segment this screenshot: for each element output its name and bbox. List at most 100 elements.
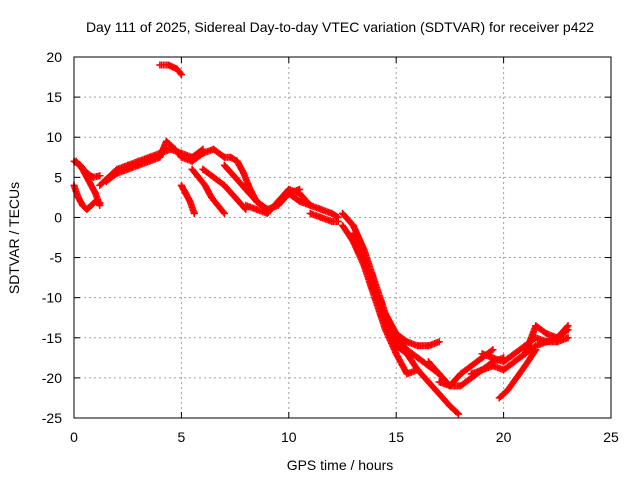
y-tick-label: -20 [42, 370, 62, 386]
data-point [190, 209, 198, 217]
y-tick-label: -25 [42, 410, 62, 426]
y-axis-label: SDTVAR / TECUs [6, 182, 22, 294]
series-track-c [72, 157, 104, 209]
data-point [96, 201, 104, 209]
data-point [195, 173, 203, 181]
data-point [201, 181, 209, 189]
data-point [317, 213, 325, 221]
series-track-g [177, 181, 198, 217]
data-point [145, 157, 153, 165]
data-point [489, 354, 497, 362]
y-tick-label: 10 [46, 129, 62, 145]
data-point [414, 354, 422, 362]
data-point [435, 378, 443, 386]
data-point [253, 197, 261, 205]
data-point [296, 189, 304, 197]
data-point [392, 342, 400, 350]
data-point [177, 153, 185, 161]
series-track-r [381, 310, 443, 350]
axis-ticks [73, 56, 612, 419]
data-point [227, 153, 235, 161]
data-point [171, 145, 179, 153]
data-point [381, 310, 389, 318]
data-point [134, 161, 142, 169]
series-track-e [102, 137, 228, 185]
data-point [349, 229, 357, 237]
marker-path [220, 153, 303, 213]
data-point [543, 330, 551, 338]
data-point [392, 350, 400, 358]
data-point [478, 366, 486, 374]
data-point [165, 61, 173, 69]
data-point [246, 185, 254, 193]
data-point [403, 338, 411, 346]
data-point [156, 153, 164, 161]
series-track-q [349, 229, 462, 418]
series-track-w [495, 346, 540, 402]
chart-title: Day 111 of 2025, Sidereal Day-to-day VTE… [86, 19, 594, 35]
data-point [231, 173, 239, 181]
data-point [495, 394, 503, 402]
data-point [334, 217, 342, 225]
data-point [306, 209, 314, 217]
data-point [79, 165, 87, 173]
data-point [457, 370, 465, 378]
data-point [435, 370, 443, 378]
data-point [328, 209, 336, 217]
data-point [231, 193, 239, 201]
data-point [489, 346, 497, 354]
plot-frame [73, 56, 612, 419]
data-point [339, 221, 346, 229]
series-track-m [285, 189, 342, 221]
data-point [414, 342, 422, 350]
marker-path [156, 61, 185, 79]
data-point [253, 205, 261, 213]
series-track-d [96, 145, 207, 189]
data-point [467, 370, 475, 378]
data-point [543, 338, 551, 346]
data-point [553, 334, 561, 342]
data-point [317, 205, 325, 213]
y-tick-label: -10 [42, 290, 62, 306]
data-point [113, 169, 121, 177]
data-point [457, 382, 465, 390]
data-point [285, 189, 293, 197]
data-point [339, 209, 346, 217]
data-point [532, 322, 540, 330]
data-point [414, 366, 422, 374]
data-point [79, 201, 87, 209]
data-point [424, 378, 432, 386]
data-point [89, 173, 97, 181]
data-point [403, 370, 411, 378]
data-point [220, 153, 228, 161]
data-point [199, 149, 207, 157]
data-point [392, 330, 400, 338]
data-point [435, 390, 443, 398]
data-point [182, 189, 190, 197]
series-track-n [306, 209, 342, 225]
data-point [74, 193, 82, 201]
y-tick-label: 0 [54, 209, 62, 225]
data-point [489, 362, 497, 370]
data-point [210, 145, 218, 153]
data-point [424, 358, 432, 366]
x-tick-label: 5 [178, 429, 186, 445]
x-tick-label: 25 [603, 429, 619, 445]
data-point [454, 410, 462, 418]
data-point [214, 201, 222, 209]
series-track-k [220, 153, 304, 213]
data-point [564, 322, 572, 330]
data-point [242, 201, 250, 209]
data-point [91, 189, 99, 197]
data-point [360, 254, 368, 262]
y-tick-label: 15 [46, 89, 62, 105]
data-point [210, 173, 218, 181]
data-point [296, 197, 304, 205]
data-point [220, 209, 228, 217]
data-point [504, 386, 512, 394]
series-track-f [156, 61, 185, 79]
y-tick-label: -5 [50, 250, 63, 266]
series-track-h [188, 165, 228, 217]
data-point [478, 350, 486, 358]
data-point [177, 71, 185, 79]
